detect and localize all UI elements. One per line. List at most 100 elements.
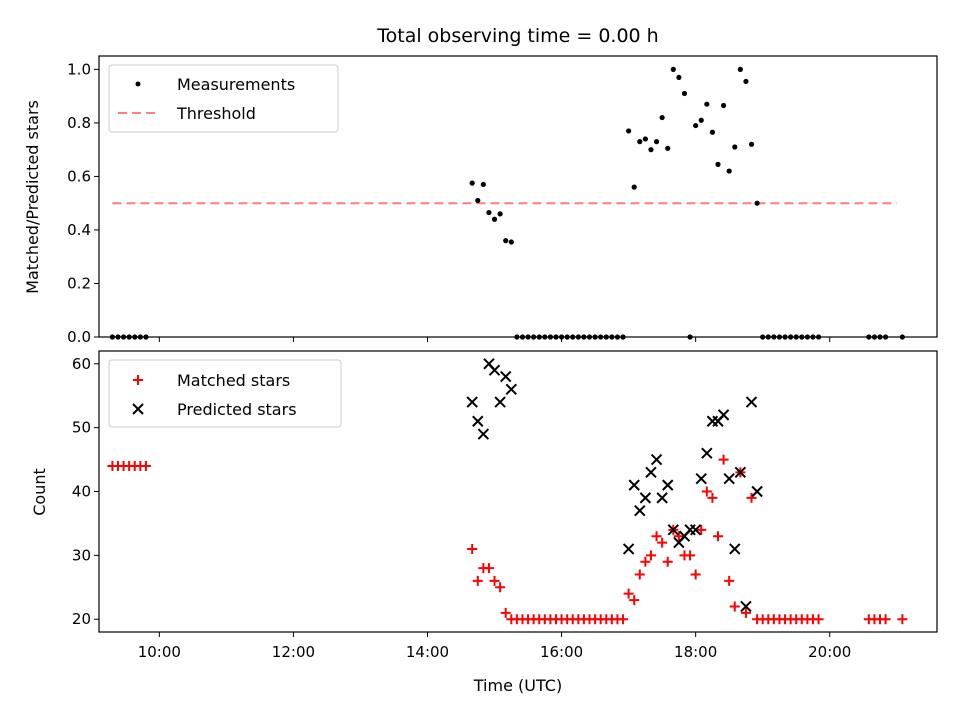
predicted-star-point — [662, 479, 674, 491]
measurement-point — [866, 334, 872, 340]
measurement-point — [592, 334, 598, 340]
matched-star-point — [718, 454, 729, 465]
measurement-point — [899, 334, 905, 340]
bottom-axes: 20 30 40 50 60 10:00 12:00 14:00 16:00 18:00 20:0… — [30, 350, 938, 695]
legend-threshold-label: Threshold — [176, 104, 256, 123]
predicted-star-points — [466, 358, 763, 613]
matched-star-point — [472, 575, 483, 586]
predicted-star-point — [634, 504, 646, 517]
predicted-star-point — [494, 396, 506, 408]
matched-star-point — [623, 588, 634, 599]
measurement-point — [748, 141, 755, 147]
measurement-point — [575, 334, 581, 340]
measurement-point — [514, 334, 520, 340]
bottom-y-axis-label: Count — [30, 468, 49, 516]
measurement-point — [687, 334, 693, 340]
measurement-point — [126, 334, 132, 340]
measurement-point — [648, 147, 654, 153]
legend-matched-marker — [133, 375, 143, 385]
matched-star-point — [483, 563, 494, 574]
predicted-star-point — [622, 543, 635, 555]
legend-matched-label: Matched stars — [177, 371, 290, 390]
x-tick-label: 18:00 — [674, 643, 717, 661]
bottom-y-tick-label: 50 — [72, 419, 91, 437]
measurement-point — [132, 334, 138, 340]
measurement-point — [871, 334, 878, 340]
predicted-star-point — [650, 453, 663, 466]
measurement-point — [553, 334, 559, 340]
x-tick-label: 12:00 — [272, 643, 315, 661]
x-tick-label: 20:00 — [808, 643, 851, 661]
measurement-point — [659, 114, 665, 121]
matched-star-point — [696, 524, 707, 535]
predicted-star-point — [645, 466, 657, 479]
top-y-ticks: 0.0 0.2 0.4 0.6 0.8 1.0 — [67, 60, 99, 346]
measurement-point — [877, 334, 883, 340]
predicted-star-point — [734, 466, 747, 479]
matched-star-point — [629, 595, 640, 606]
top-legend: Measurements Threshold — [108, 64, 339, 133]
measurement-point — [626, 128, 632, 134]
measurement-point — [497, 211, 503, 217]
top-y-tick-label: 0.0 — [67, 328, 91, 346]
predicted-star-point — [628, 479, 640, 491]
predicted-star-point — [695, 473, 707, 485]
predicted-star-point — [740, 600, 752, 613]
matched-star-point — [662, 556, 673, 567]
measurement-point — [491, 216, 498, 222]
measurement-point — [883, 334, 889, 340]
measurement-point — [525, 334, 531, 340]
measurement-point — [665, 145, 671, 151]
top-axes: 0.0 0.2 0.4 0.6 0.8 1.0 Matched/Predicted sta… — [23, 55, 938, 346]
legend-measurements-label: Measurements — [177, 75, 295, 94]
predicted-star-point — [639, 492, 652, 504]
measurement-point — [137, 334, 143, 340]
measurement-point — [115, 334, 121, 340]
bottom-x-ticks: 10:00 12:00 14:00 16:00 18:00 20:00 — [138, 632, 851, 661]
measurement-points — [109, 66, 905, 340]
matched-star-point — [651, 531, 662, 542]
matched-star-point — [140, 460, 151, 471]
predicted-star-point — [488, 364, 501, 376]
measurement-point — [620, 334, 626, 340]
measurement-point — [788, 334, 794, 340]
measurement-point — [793, 334, 799, 340]
x-tick-label: 16:00 — [540, 643, 583, 661]
measurement-point — [670, 66, 676, 72]
top-y-tick-label: 0.4 — [67, 221, 91, 239]
bottom-y-tick-label: 60 — [72, 355, 91, 373]
legend-measurements-marker — [135, 81, 141, 87]
measurement-point — [480, 181, 486, 188]
matched-star-point — [713, 531, 724, 542]
predicted-star-point — [477, 428, 490, 440]
predicted-star-point — [667, 524, 680, 536]
matched-star-point — [690, 569, 701, 580]
measurement-point — [486, 209, 492, 216]
top-y-tick-label: 0.6 — [67, 167, 91, 185]
top-y-tick-label: 1.0 — [67, 60, 91, 78]
top-x-ticks — [158, 337, 831, 342]
matched-star-point — [880, 614, 891, 625]
measurement-point — [704, 101, 710, 107]
measurement-point — [698, 117, 704, 123]
matched-star-point — [707, 492, 718, 503]
bottom-legend-box — [108, 359, 342, 428]
measurement-point — [570, 334, 576, 340]
matched-star-point — [645, 550, 656, 561]
legend-predicted-marker — [132, 403, 144, 415]
measurement-point — [143, 334, 149, 340]
measurement-point — [810, 334, 816, 340]
top-y-tick-label: 0.2 — [67, 274, 91, 292]
measurement-point — [815, 334, 822, 340]
measurement-point — [558, 334, 565, 340]
measurement-point — [737, 66, 743, 72]
top-y-axis-label: Matched/Predicted stars — [23, 100, 42, 294]
measurement-point — [542, 334, 548, 340]
measurement-point — [642, 136, 648, 142]
matched-star-point — [467, 543, 478, 554]
measurement-point — [519, 334, 526, 340]
measurement-point — [631, 184, 637, 190]
measurement-point — [754, 200, 760, 206]
matched-star-point — [618, 614, 629, 625]
